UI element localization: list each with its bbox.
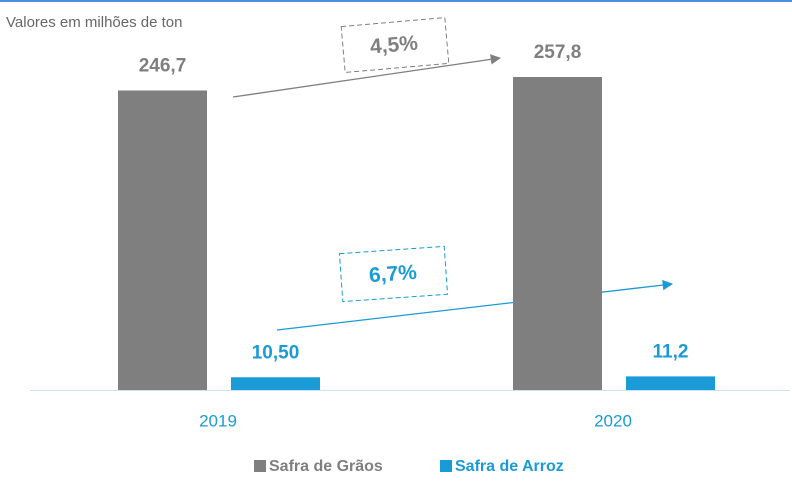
legend-swatch [254, 460, 266, 472]
legend-swatch [440, 460, 452, 472]
subtitle: Valores em milhões de ton [6, 14, 182, 31]
trend-arrow [232, 54, 502, 98]
annotation-box [338, 245, 449, 303]
x-tick-label: 2020 [594, 411, 632, 430]
bar [231, 377, 320, 390]
bar [626, 376, 715, 390]
value-label: 11,2 [653, 341, 689, 362]
legend-label: Safra de Grãos [269, 458, 383, 475]
value-label: 257,8 [534, 42, 582, 63]
annotation: 4,5% [369, 31, 419, 58]
annotation-box [340, 17, 450, 73]
legend-label: Safra de Arroz [455, 458, 564, 475]
value-label: 246,7 [139, 55, 187, 76]
bar [118, 90, 207, 391]
trend-arrow [276, 279, 674, 331]
x-tick-label: 2019 [199, 411, 237, 430]
annotation: 6,7% [368, 261, 418, 287]
top-border [0, 0, 792, 2]
bar [513, 77, 602, 390]
value-label: 10,50 [252, 342, 300, 363]
